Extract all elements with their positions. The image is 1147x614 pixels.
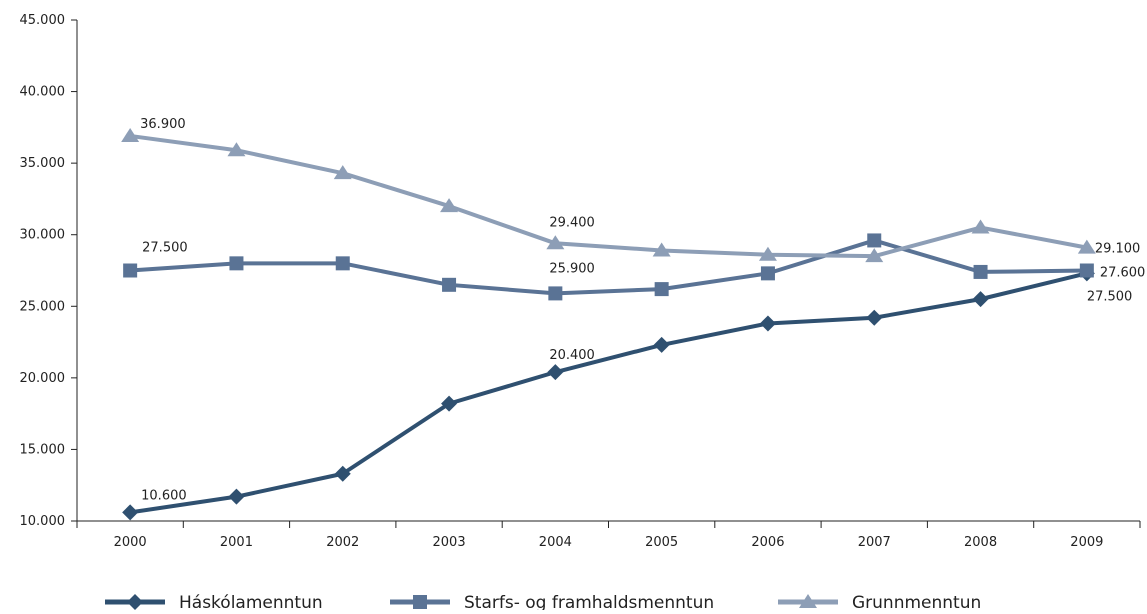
legend-item-3: Grunnmenntun [778, 593, 981, 613]
x-tick-label: 2007 [858, 535, 891, 550]
triangle-marker [227, 142, 246, 157]
legend-square-icon [413, 595, 427, 609]
axes: 10.000 15.000 20.000 25.000 30.000 35.000 40.0… [20, 13, 1141, 550]
triangle-marker [1077, 239, 1096, 254]
x-tick-label: 2001 [220, 535, 253, 550]
y-tick-label: 45.000 [20, 13, 66, 28]
diamond-marker [972, 291, 989, 308]
y-tick-label: 25.000 [20, 299, 66, 314]
data-label: 36.900 [140, 117, 186, 132]
triangle-marker [652, 242, 671, 257]
square-marker [867, 233, 882, 248]
data-label: 20.400 [549, 348, 595, 363]
data-labels: 10.600 20.400 27.500 27.500 25.900 27.600 36.9… [140, 117, 1145, 503]
y-tick-label: 15.000 [20, 442, 66, 457]
diamond-marker [122, 504, 139, 521]
legend-triangle-icon [799, 594, 817, 608]
y-tick-label: 40.000 [20, 85, 66, 100]
square-marker [335, 256, 350, 271]
x-tick-label: 2009 [1070, 535, 1103, 550]
series-line [129, 271, 1088, 515]
triangle-marker [971, 219, 990, 234]
triangle-marker [121, 127, 140, 142]
triangle-marker [333, 165, 352, 180]
series-2 [123, 233, 1094, 301]
y-tick-label: 35.000 [20, 156, 66, 171]
data-label: 10.600 [141, 488, 187, 503]
data-label: 25.900 [549, 261, 595, 276]
diamond-marker [228, 488, 245, 505]
diamond-marker [866, 309, 883, 326]
series-3 [121, 127, 1096, 263]
square-marker [548, 286, 563, 301]
triangle-marker [440, 198, 459, 213]
square-marker [123, 263, 138, 278]
square-marker [760, 266, 775, 281]
x-tick-label: 2005 [645, 535, 678, 550]
diamond-marker [441, 395, 458, 412]
x-tick-label: 2004 [539, 535, 572, 550]
diamond-marker [653, 336, 670, 353]
series-line [129, 133, 1088, 259]
series-line [130, 238, 1087, 296]
x-tick-label: 2000 [114, 535, 147, 550]
data-label: 27.500 [1087, 289, 1133, 304]
data-label: 29.400 [549, 215, 595, 230]
diamond-marker [547, 364, 564, 381]
square-marker [654, 282, 669, 297]
triangle-marker [758, 246, 777, 261]
legend-label: Grunnmenntun [852, 593, 981, 610]
series-1 [122, 265, 1095, 521]
legend-label: Starfs- og framhaldsmenntun [464, 593, 714, 610]
x-tick-label: 2008 [964, 535, 997, 550]
diamond-marker [334, 465, 351, 482]
data-label: 29.100 [1095, 242, 1141, 257]
data-label: 27.500 [142, 241, 188, 256]
y-tick-label: 30.000 [20, 228, 66, 243]
triangle-marker [546, 235, 565, 250]
legend-label: Háskólamenntun [179, 593, 323, 610]
x-tick-label: 2003 [433, 535, 466, 550]
diamond-marker [759, 315, 776, 332]
square-marker [1079, 263, 1094, 278]
legend-item-2: Starfs- og framhaldsmenntun [390, 593, 714, 613]
legend-diamond-icon [127, 594, 143, 610]
triangle-marker [865, 248, 884, 263]
data-label: 27.600 [1100, 266, 1146, 281]
square-marker [973, 264, 988, 279]
legend-item-1: Háskólamenntun [105, 593, 323, 613]
series-lines [121, 127, 1096, 521]
legend: Háskólamenntun Starfs- og framhaldsmenntu… [105, 593, 981, 613]
square-marker [442, 277, 457, 292]
x-tick-label: 2006 [751, 535, 784, 550]
x-tick-label: 2002 [326, 535, 359, 550]
square-marker [229, 256, 244, 271]
y-tick-label: 10.000 [20, 514, 66, 529]
y-tick-label: 20.000 [20, 371, 66, 386]
